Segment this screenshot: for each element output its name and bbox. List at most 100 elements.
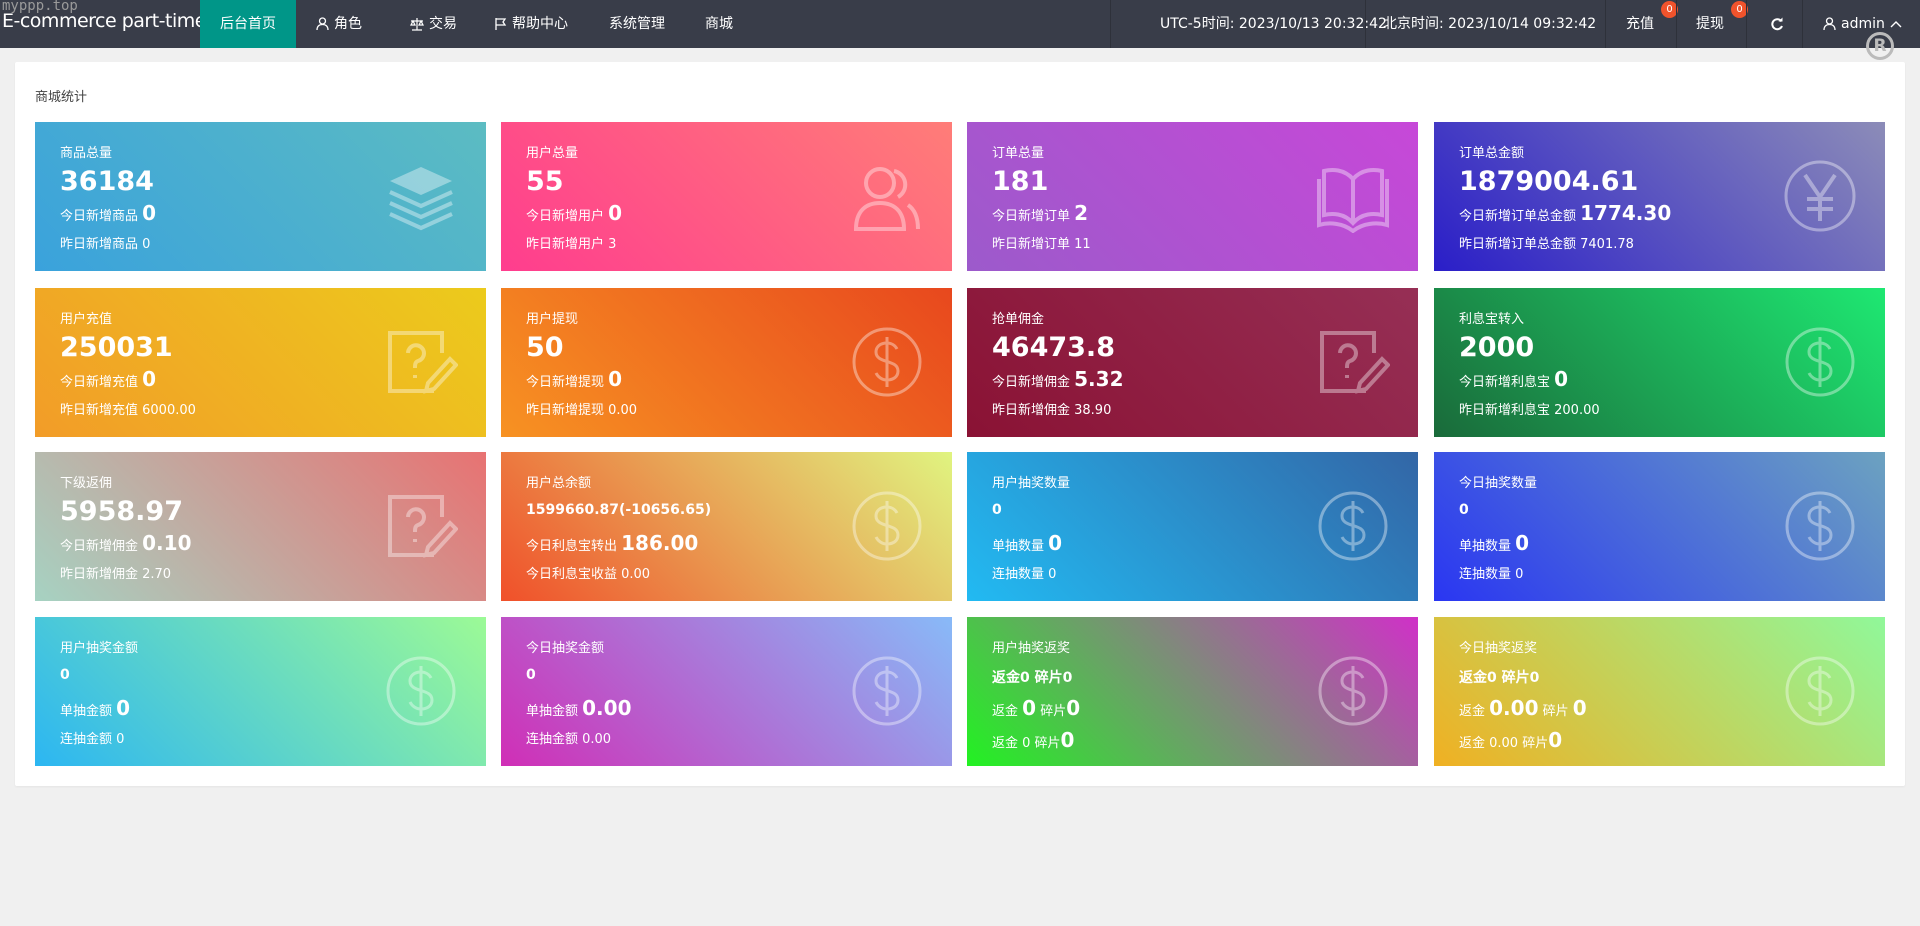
card-row-label: 返金 0 碎片	[992, 736, 1061, 751]
nav-label: 角色	[334, 16, 362, 32]
brand-logo[interactable]: E-commerce part-time	[2, 10, 206, 32]
card-row-value: 0	[1554, 367, 1569, 391]
card-row-label: 昨日新增订单总金额 7401.78	[1459, 237, 1634, 252]
divider	[1110, 0, 1111, 48]
nav-roles[interactable]: 角色	[296, 0, 382, 48]
dollar-icon	[1318, 491, 1388, 561]
nav-help[interactable]: 帮助中心	[474, 0, 588, 48]
card-row-value: 0	[1572, 696, 1587, 720]
card-main-value: 1599660.87(-10656.65)	[526, 502, 712, 518]
card-row-label: 单抽金额	[526, 704, 583, 719]
divider	[1605, 0, 1606, 48]
recharge-button[interactable]: 充值	[1606, 0, 1674, 48]
user-menu[interactable]: admin	[1803, 0, 1920, 48]
card-main-value: 返金0 碎片0	[1459, 670, 1540, 686]
card-row: 昨日新增用户 3	[526, 233, 616, 252]
card-row-value: 0	[1048, 531, 1063, 555]
card-row: 返金 0 碎片0	[992, 696, 1080, 720]
card-row-label: 今日新增提现	[526, 375, 609, 390]
divider	[1676, 0, 1677, 48]
card-main-value: 1879004.61	[1459, 166, 1639, 197]
card-row-label: 昨日新增用户 3	[526, 237, 617, 252]
dollar-icon	[1318, 656, 1388, 726]
withdraw-button[interactable]: 提现	[1676, 0, 1744, 48]
card-row-value: 1774.30	[1580, 201, 1672, 225]
card-row: 今日新增订单 2	[992, 201, 1088, 225]
card-row-value: 0	[1548, 728, 1563, 752]
stat-card: 订单总金额 1879004.61 今日新增订单总金额 1774.30 昨日新增订单总金…	[1434, 122, 1885, 271]
card-row: 今日新增充值 0	[60, 367, 156, 391]
card-row-value: 0	[1022, 696, 1037, 720]
nav-label: 系统管理	[609, 16, 665, 32]
dollar-icon	[1785, 491, 1855, 561]
user-icon	[1823, 17, 1836, 31]
card-row-label: 昨日新增充值 6000.00	[60, 403, 196, 418]
card-title: 用户提现	[526, 312, 579, 327]
flag-icon	[495, 18, 507, 30]
nav-label: 后台首页	[220, 16, 276, 32]
card-row: 昨日新增利息宝 200.00	[1459, 399, 1600, 418]
card-main-value: 250031	[60, 332, 173, 363]
card-row-value: 0	[1066, 696, 1081, 720]
card-main-value: 0	[60, 667, 70, 683]
card-row: 单抽数量 0	[992, 531, 1062, 555]
card-title: 今日抽奖金额	[526, 641, 605, 656]
card-row-label: 今日新增佣金	[60, 539, 143, 554]
card-title: 用户抽奖返奖	[992, 641, 1071, 656]
card-row: 今日利息宝收益 0.00	[526, 563, 650, 582]
card-row-value: 0	[142, 201, 157, 225]
scale-icon	[410, 18, 424, 31]
stat-card: 用户抽奖数量 0 单抽数量 0 连抽数量 0	[967, 452, 1418, 601]
nav-home[interactable]: 后台首页	[200, 0, 296, 48]
nav-system[interactable]: 系统管理	[589, 0, 685, 48]
card-row-label: 今日利息宝收益 0.00	[526, 567, 651, 582]
question-edit-icon	[388, 331, 458, 394]
card-row: 单抽金额 0.00	[526, 696, 632, 720]
card-row-value: 0	[116, 696, 131, 720]
card-row-label: 连抽数量 0	[1459, 567, 1524, 582]
yen-icon	[1784, 160, 1856, 232]
card-title: 用户总余额	[526, 476, 592, 491]
card-row: 昨日新增订单 11	[992, 233, 1091, 252]
stat-card: 用户抽奖返奖 返金0 碎片0 返金 0 碎片0 返金 0 碎片0	[967, 617, 1418, 766]
stat-card: 用户总余额 1599660.87(-10656.65) 今日利息宝转出 186.00…	[501, 452, 952, 601]
card-row-label: 返金	[992, 704, 1023, 719]
card-row: 返金 0.00 碎片0	[1459, 728, 1562, 752]
stat-card: 用户抽奖金额 0 单抽金额 0 连抽金额 0	[35, 617, 486, 766]
withdraw-label: 提现	[1696, 16, 1724, 32]
card-main-value: 50	[526, 332, 564, 363]
card-row: 单抽金额 0	[60, 696, 130, 720]
card-row: 昨日新增充值 6000.00	[60, 399, 196, 418]
stat-card: 用户充值 250031 今日新增充值 0 昨日新增充值 6000.00	[35, 288, 486, 437]
panel-title: 商城统计	[35, 90, 88, 105]
watermark: myppp.top	[2, 0, 78, 14]
card-row: 今日新增佣金 0.10	[60, 531, 192, 555]
card-title: 用户抽奖金额	[60, 641, 139, 656]
card-row-label: 今日新增利息宝	[1459, 375, 1555, 390]
question-edit-icon	[388, 495, 458, 558]
card-row: 今日新增佣金 5.32	[992, 367, 1124, 391]
card-row-label: 返金 0.00 碎片	[1459, 736, 1549, 751]
stat-card: 商品总量 36184 今日新增商品 0 昨日新增商品 0	[35, 122, 486, 271]
card-row-label: 单抽金额	[60, 704, 117, 719]
recharge-label: 充值	[1626, 16, 1654, 32]
card-row-label: 今日新增佣金	[992, 375, 1075, 390]
card-title: 用户充值	[60, 312, 113, 327]
card-main-value: 36184	[60, 166, 154, 197]
refresh-button[interactable]	[1750, 0, 1804, 48]
card-row-value: 0	[1060, 728, 1075, 752]
card-row-label: 今日新增用户	[526, 209, 609, 224]
stat-card: 订单总量 181 今日新增订单 2 昨日新增订单 11	[967, 122, 1418, 271]
stat-card: 用户总量 55 今日新增用户 0 昨日新增用户 3	[501, 122, 952, 271]
nav-mall[interactable]: 商城	[685, 0, 753, 48]
card-main-value: 55	[526, 166, 564, 197]
nav-trade[interactable]: 交易	[390, 0, 477, 48]
card-row: 今日新增订单总金额 1774.30	[1459, 201, 1671, 225]
card-title: 今日抽奖数量	[1459, 476, 1538, 491]
card-row-label: 碎片	[1538, 704, 1573, 719]
card-title: 抢单佣金	[992, 312, 1045, 327]
beijing-time: 北京时间: 2023/10/14 09:32:42	[1383, 16, 1597, 32]
card-main-value: 5958.97	[60, 496, 183, 527]
card-row-label: 今日新增充值	[60, 375, 143, 390]
card-row-label: 连抽金额 0.00	[526, 732, 612, 747]
